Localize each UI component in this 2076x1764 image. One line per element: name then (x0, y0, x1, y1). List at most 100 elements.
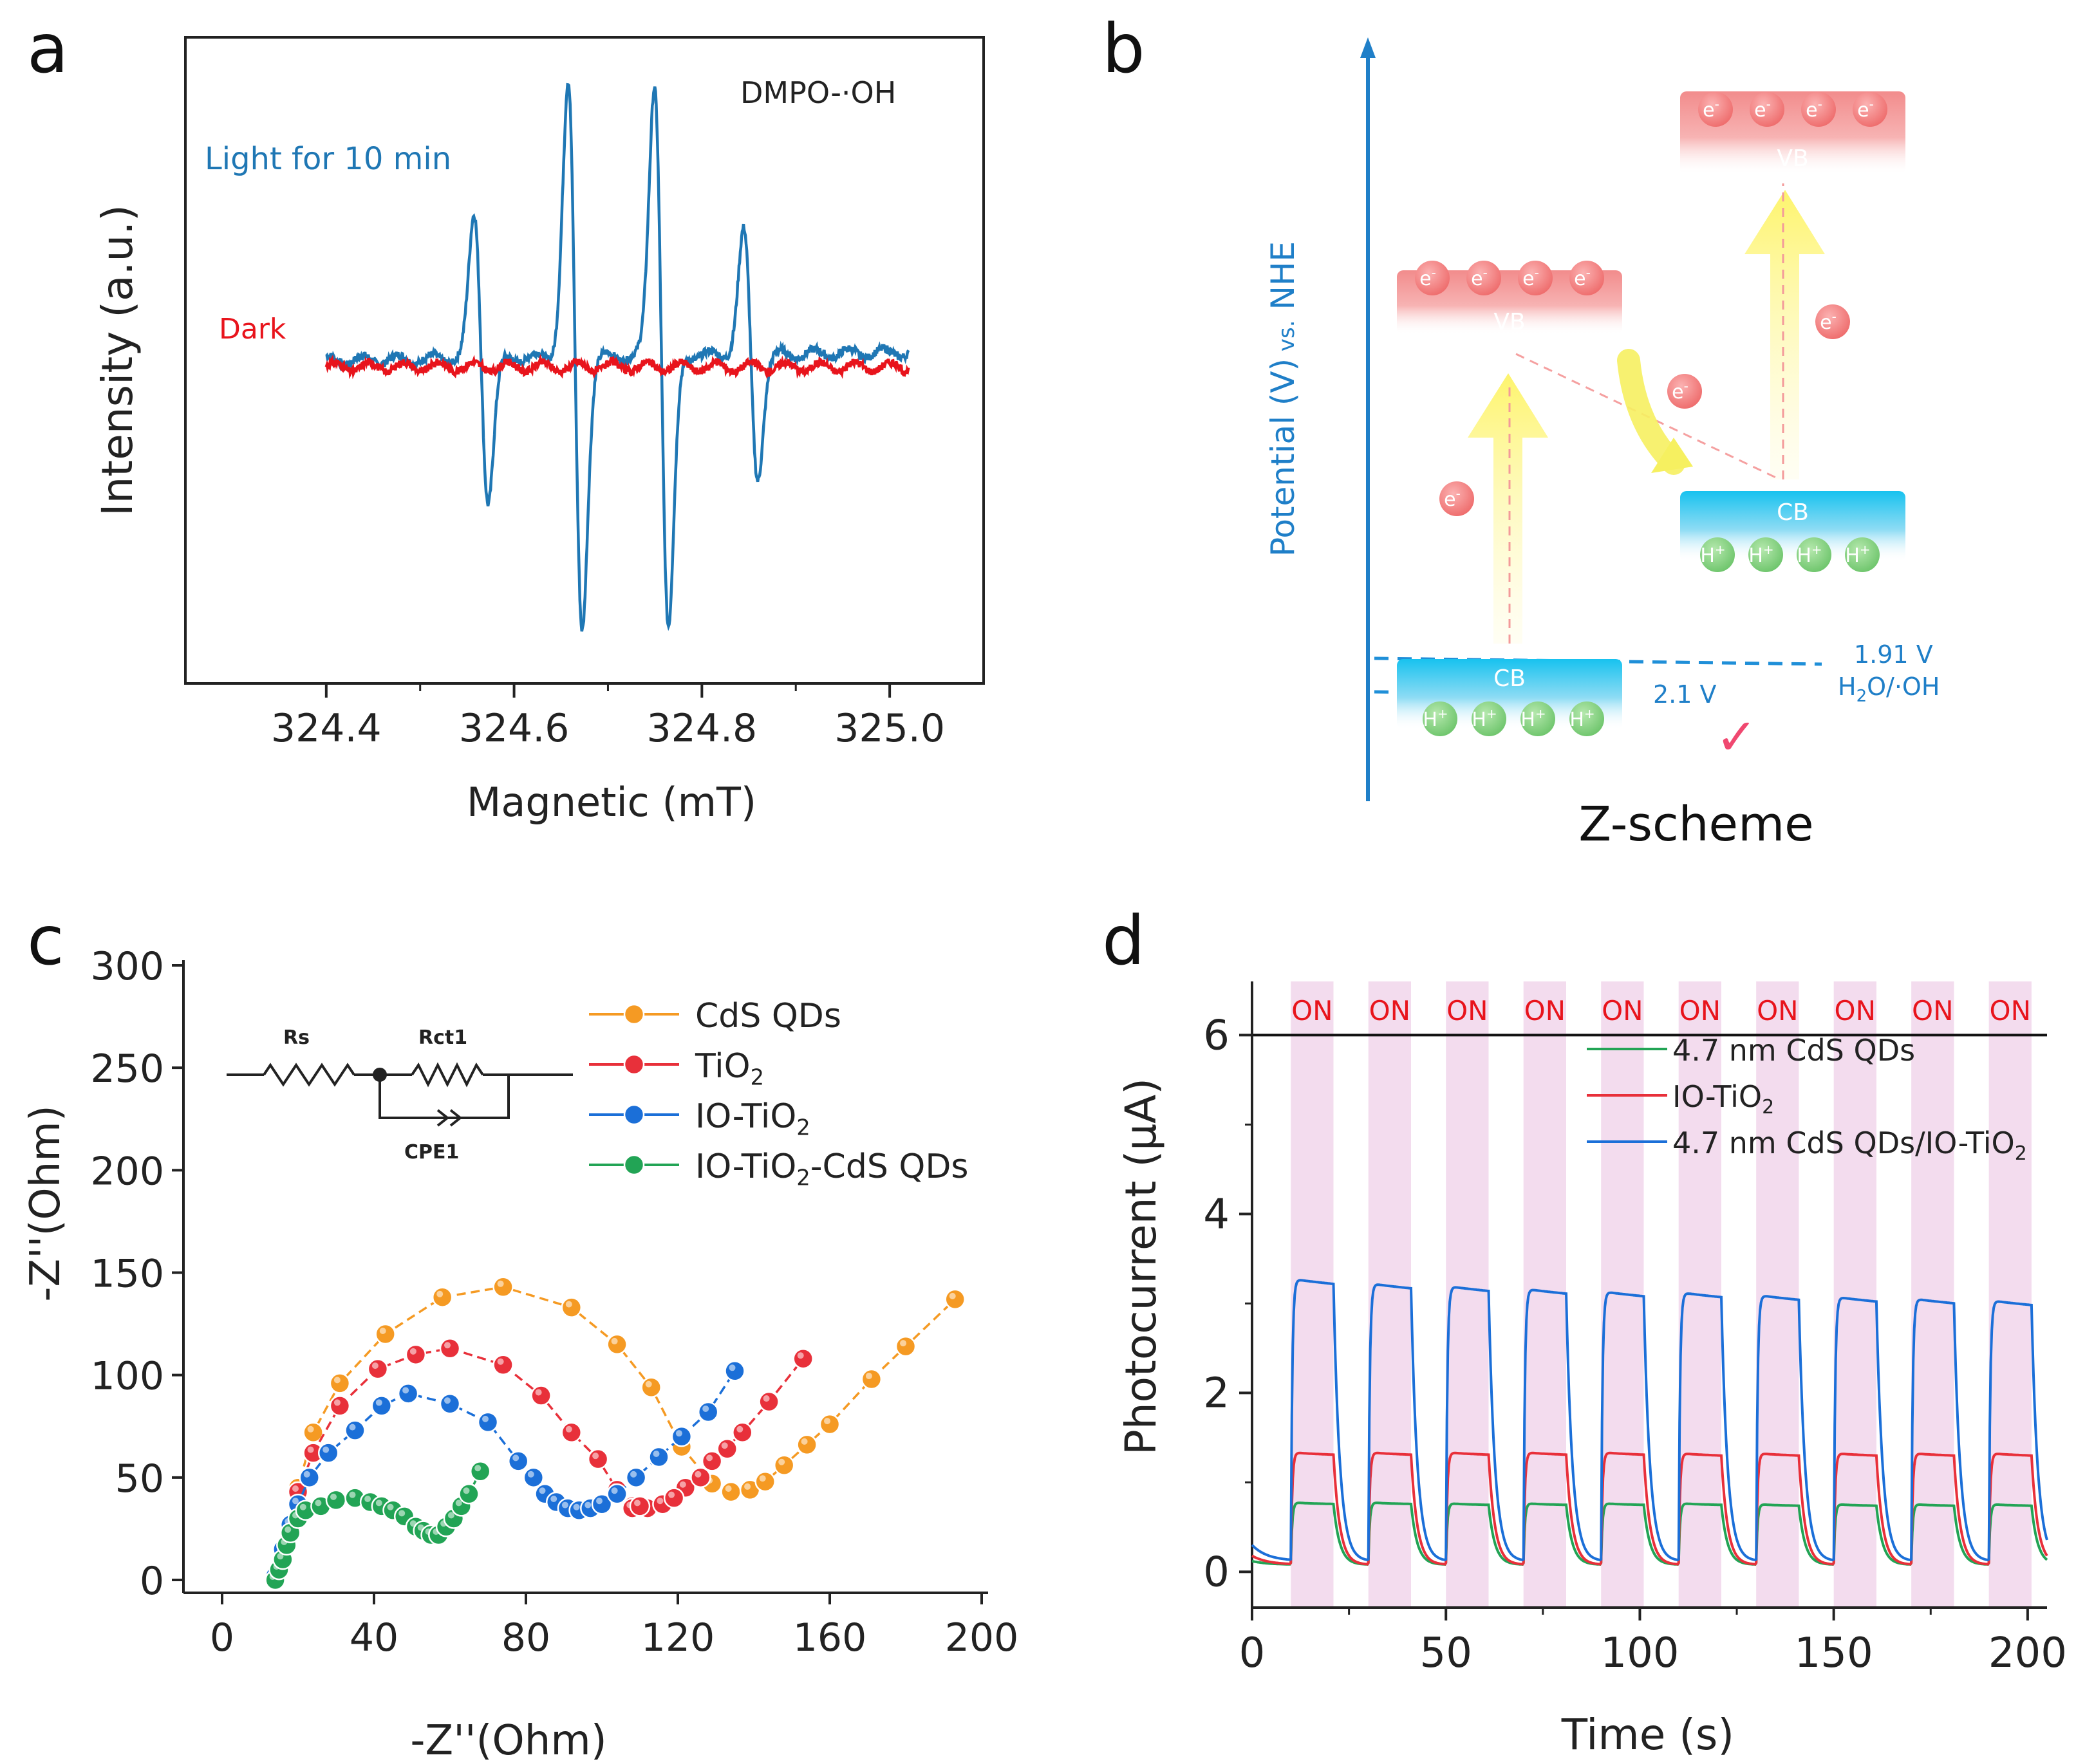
eis-point-highlight (292, 1485, 299, 1492)
hole-particle: H+ (1797, 537, 1831, 572)
eis-series-io_tio2 (265, 1360, 745, 1586)
eis-data-point (530, 1385, 552, 1406)
eis-point-highlight (307, 1425, 314, 1433)
eis-point-highlight (653, 1451, 660, 1457)
eis-data-point (507, 1451, 529, 1472)
eis-point-highlight (527, 1471, 534, 1478)
eis-x-axis-title: -Z''(Ohm) (410, 1717, 606, 1764)
eis-point-highlight (315, 1499, 322, 1507)
eis-data-point (716, 1438, 738, 1460)
photocurrent-trace-io_tio2_cds (1251, 1501, 2048, 1566)
eis-series-line (274, 1286, 956, 1577)
z-transfer-arrowhead (1651, 438, 1693, 473)
eis-legend-label: IO-TiO2 (695, 1097, 810, 1140)
epr-y-axis-title: Intensity (a.u.) (93, 205, 142, 516)
electron-label: e- (1419, 265, 1436, 290)
eis-point-highlight (349, 1491, 356, 1498)
left-cb-label: CB (1493, 665, 1526, 692)
eis-data-point (671, 1425, 693, 1447)
eis-y-tick-label: 100 (90, 1354, 164, 1399)
equivalent-circuit (227, 1062, 573, 1127)
eis-point-highlight (657, 1498, 664, 1505)
eis-point-highlight (949, 1292, 956, 1299)
on-band-label: ON (1291, 995, 1333, 1026)
eis-y-tick-label: 250 (90, 1046, 164, 1091)
electron-circle (1466, 261, 1501, 295)
cpe-symbol-right (449, 1109, 463, 1127)
eis-data-point (439, 1338, 461, 1359)
eis-data-point (561, 1297, 583, 1318)
electron-particle: e- (1698, 92, 1733, 127)
eis-series-io_tio2_cds (265, 1461, 491, 1591)
eis-legend-marker (623, 1054, 645, 1075)
eis-data-point (587, 1448, 609, 1470)
eis-data-point (523, 1467, 545, 1489)
panel-b: b Potential (V) vs. NHE 1.91 V H2O/·OH 2… (1102, 10, 1940, 852)
electron-label: e- (1444, 486, 1461, 511)
eis-point-highlight (512, 1454, 519, 1462)
hole-circle (1748, 537, 1783, 572)
eis-point-highlight (801, 1438, 808, 1445)
eis-x-tick-label: 160 (793, 1615, 867, 1660)
on-band-label: ON (1990, 995, 2031, 1026)
eis-point-highlight (482, 1415, 489, 1422)
eis-data-point (861, 1368, 883, 1390)
eis-y-tick-label: 300 (90, 944, 164, 989)
on-band (1911, 981, 1954, 1608)
electron-circle (1667, 374, 1702, 409)
cpe-symbol-left (436, 1109, 450, 1127)
on-band-label: ON (1602, 995, 1643, 1026)
eis-point-highlight (333, 1399, 341, 1406)
eis-series-tio2 (265, 1338, 814, 1586)
electron-label: e- (1754, 97, 1771, 122)
eis-point-highlight (539, 1487, 546, 1494)
electron-circle (1815, 304, 1850, 339)
check-mark: ✓ (1716, 709, 1757, 766)
right-vb-band (1680, 91, 1905, 175)
hole-label: H+ (1569, 706, 1594, 731)
eis-data-point (329, 1373, 351, 1394)
eis-point-highlight (292, 1498, 299, 1505)
electron-particle: e- (1415, 261, 1450, 295)
eis-point-highlight (695, 1471, 702, 1478)
eis-point-highlight (375, 1399, 382, 1406)
eis-point-highlight (865, 1373, 872, 1380)
hole-label: H+ (1845, 542, 1870, 567)
electron-particle: e- (1466, 261, 1501, 295)
right-cb-label: CB (1777, 499, 1809, 526)
pc-x-tick-label: 100 (1600, 1629, 1679, 1677)
eis-point-highlight (645, 1380, 652, 1388)
eis-point-highlight (375, 1499, 382, 1507)
eis-data-point (606, 1483, 628, 1505)
level-191-label: 1.91 V (1854, 640, 1933, 669)
eis-point-highlight (561, 1501, 568, 1509)
electron-particle: e- (1439, 481, 1474, 516)
eis-point-highlight (729, 1364, 736, 1371)
pc-legend-label: IO-TiO2 (1672, 1079, 1774, 1119)
eis-point-highlight (778, 1458, 785, 1465)
right-cb-holes: H+ H+ H+ H+ (1700, 537, 1880, 572)
eis-point-highlight (725, 1485, 732, 1492)
eis-legend: CdS QDs TiO2 IO-TiO2 IO-TiO2-CdS QDs (589, 997, 968, 1190)
on-band-label: ON (1524, 995, 1566, 1026)
epr-x-tick-label: 325.0 (834, 706, 945, 751)
hole-particle: H+ (1520, 701, 1555, 736)
electron-circle (1569, 261, 1604, 295)
scheme-title: Z-scheme (1578, 797, 1813, 852)
scheme-axis-arrowhead (1360, 37, 1376, 58)
eis-point-highlight (596, 1498, 603, 1505)
eis-point-highlight (763, 1395, 770, 1402)
eis-data-point (606, 1333, 628, 1355)
pc-y-tick-label: 2 (1203, 1369, 1230, 1417)
eis-point-highlight (565, 1301, 572, 1308)
electron-label: e- (1806, 97, 1822, 122)
eis-legend-marker (623, 1154, 645, 1176)
eis-data-point (561, 1422, 583, 1444)
photocurrent-trace-tio2 (1251, 1451, 2048, 1566)
electron-particle: e- (1518, 261, 1553, 295)
electron-circle (1698, 92, 1733, 127)
hole-label: H+ (1472, 706, 1497, 731)
electron-label: e- (1522, 265, 1539, 290)
eis-data-point (625, 1467, 647, 1489)
eis-data-point (758, 1391, 780, 1413)
